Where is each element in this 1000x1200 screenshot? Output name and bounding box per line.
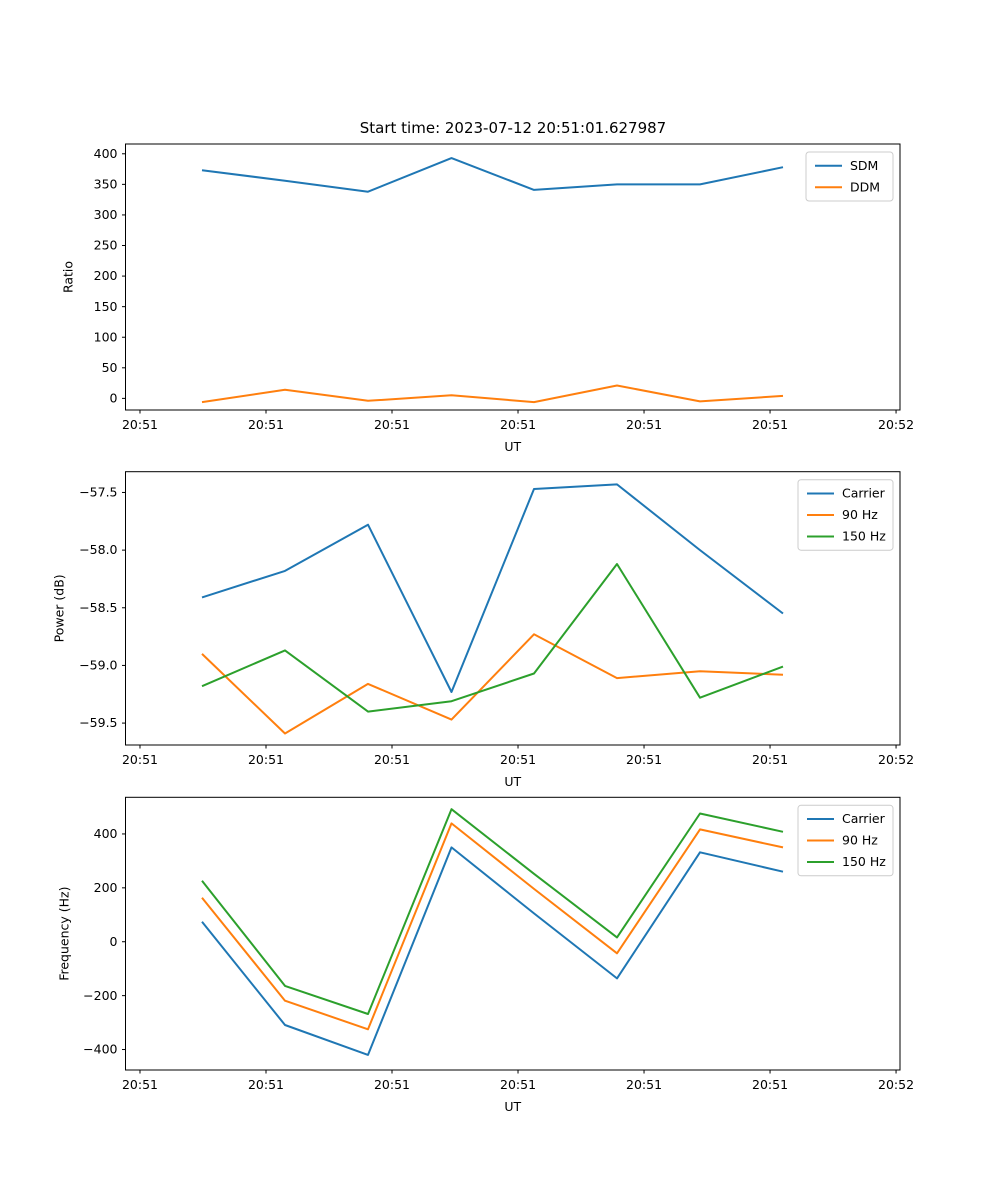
legend-entry: 90 Hz	[807, 833, 878, 848]
x-axis-label: UT	[504, 774, 521, 789]
legend-entry: Carrier	[807, 486, 886, 501]
legend-entry: SDM	[815, 158, 878, 173]
x-tick-label: 20:51	[248, 417, 284, 432]
series-line-90-hz	[201, 633, 784, 735]
y-tick-label: −400	[83, 1042, 117, 1057]
legend-label: SDM	[850, 158, 878, 173]
legend-box	[797, 479, 894, 551]
y-tick-label: 250	[94, 238, 118, 253]
x-tick-label: 20:51	[752, 1077, 788, 1092]
x-tick-label: 20:51	[122, 417, 158, 432]
y-tick-label: 200	[94, 268, 118, 283]
legend-label: DDM	[850, 179, 880, 194]
chart-1: 0 50 100 150 200 250 300 350 400 20:51 20:51 20:51 2…	[61, 143, 914, 454]
series-line-90-hz	[201, 822, 784, 1031]
x-tick-label: 20:51	[374, 417, 410, 432]
legend-entry: DDM	[815, 179, 880, 194]
series-line-carrier	[201, 483, 784, 693]
y-tick-label: 400	[94, 146, 118, 161]
x-axis-label: UT	[504, 1099, 521, 1114]
legend-label: 150 Hz	[842, 854, 886, 869]
y-tick-label: −59.5	[79, 715, 117, 730]
legend-entry: 150 Hz	[807, 854, 886, 869]
series-line-sdm	[201, 157, 784, 193]
legend-label: Carrier	[842, 811, 886, 826]
y-tick-label: 350	[94, 176, 118, 191]
x-tick-label: 20:51	[752, 752, 788, 767]
y-axis-label: Power (dB)	[52, 574, 67, 642]
y-tick-label: −58.5	[79, 600, 117, 615]
x-tick-label: 20:51	[248, 1077, 284, 1092]
axes-frame	[125, 796, 901, 1071]
x-tick-label: 20:51	[122, 1077, 158, 1092]
x-tick-label: 20:51	[626, 1077, 662, 1092]
x-tick-label: 20:51	[626, 752, 662, 767]
x-tick-label: 20:52	[878, 752, 914, 767]
figure-title: Start time: 2023-07-12 20:51:01.627987	[359, 119, 667, 137]
axes-frame	[125, 143, 901, 411]
x-tick-label: 20:51	[626, 417, 662, 432]
x-axis-label: UT	[504, 439, 521, 454]
y-tick-label: −58.0	[79, 542, 117, 557]
x-tick-label: 20:51	[122, 752, 158, 767]
y-axis-label: Frequency (Hz)	[57, 887, 72, 981]
chart-3: −400 −200 0 200 400 20:51 20:51 20:51 20:51 20:51…	[57, 796, 914, 1114]
x-tick-label: 20:51	[374, 1077, 410, 1092]
y-tick-label: 400	[94, 826, 118, 841]
y-axis-label: Ratio	[61, 261, 76, 293]
x-tick-label: 20:52	[878, 1077, 914, 1092]
legend-box	[797, 804, 894, 877]
legend: Carrier 90 Hz 150 Hz	[797, 804, 894, 877]
x-tick-label: 20:51	[248, 752, 284, 767]
y-tick-label: 100	[94, 329, 118, 344]
legend-box	[805, 151, 894, 202]
y-tick-label: 150	[94, 299, 118, 314]
x-tick-label: 20:51	[752, 417, 788, 432]
legend-entry: Carrier	[807, 811, 886, 826]
legend: Carrier 90 Hz 150 Hz	[797, 479, 894, 551]
legend-entry: 150 Hz	[807, 529, 886, 544]
legend-entry: 90 Hz	[807, 507, 878, 522]
legend-label: 90 Hz	[842, 833, 878, 848]
y-tick-label: −200	[83, 988, 117, 1003]
x-tick-label: 20:51	[500, 1077, 536, 1092]
y-tick-label: 0	[110, 391, 118, 406]
y-tick-label: −59.0	[79, 658, 117, 673]
legend-label: 90 Hz	[842, 507, 878, 522]
chart-2: −59.5 −59.0 −58.5 −58.0 −57.5 20:51 20:51 20:51…	[52, 471, 914, 789]
series-line-ddm	[201, 384, 784, 404]
series-line-150-hz	[201, 563, 784, 713]
y-tick-label: 50	[102, 360, 118, 375]
axes-frame	[125, 471, 901, 746]
y-tick-label: 300	[94, 207, 118, 222]
x-tick-label: 20:51	[500, 752, 536, 767]
y-tick-label: −57.5	[79, 485, 117, 500]
legend-label: 150 Hz	[842, 529, 886, 544]
series-line-150-hz	[201, 808, 784, 1015]
x-tick-label: 20:52	[878, 417, 914, 432]
legend-label: Carrier	[842, 486, 886, 501]
y-tick-label: 0	[110, 934, 118, 949]
y-tick-label: 200	[94, 880, 118, 895]
series-line-carrier	[201, 846, 784, 1056]
x-tick-label: 20:51	[500, 417, 536, 432]
x-tick-label: 20:51	[374, 752, 410, 767]
legend: SDM DDM	[805, 151, 894, 202]
